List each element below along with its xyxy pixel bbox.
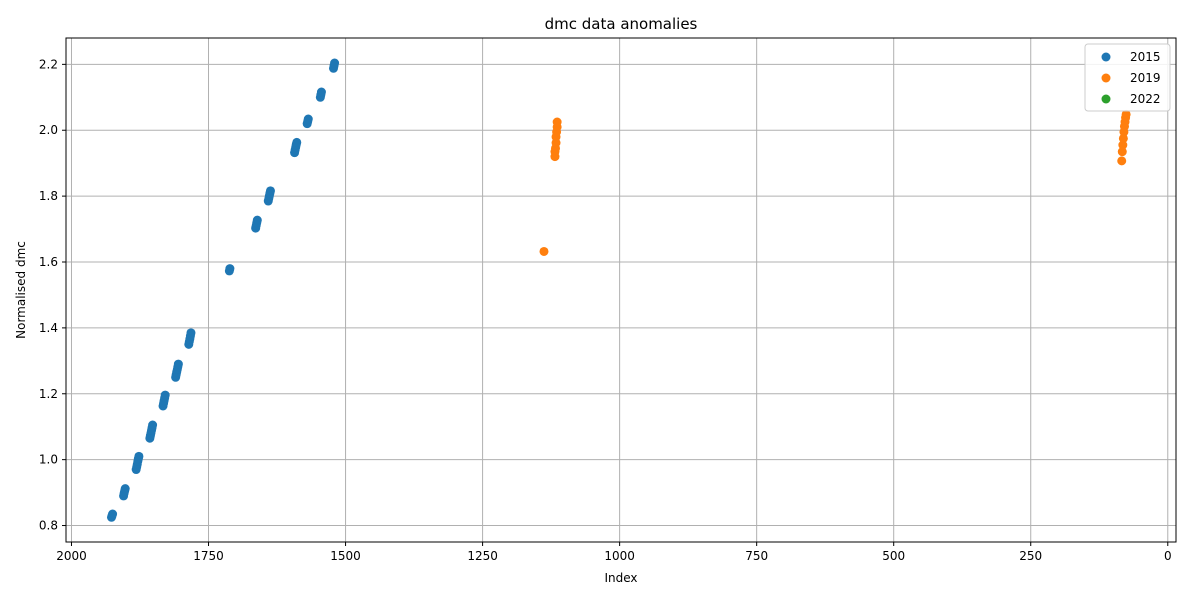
legend-marker-2015 bbox=[1101, 52, 1111, 62]
x-tick-label: 2000 bbox=[56, 549, 87, 563]
data-point-2015 bbox=[108, 509, 118, 519]
data-point-2015 bbox=[120, 484, 130, 494]
y-tick-label: 2.0 bbox=[39, 123, 58, 137]
data-point-2015 bbox=[330, 58, 340, 68]
y-tick-label: 1.4 bbox=[39, 321, 58, 335]
data-point-2019 bbox=[1117, 156, 1127, 166]
data-point-2015 bbox=[225, 264, 235, 274]
data-point-2019 bbox=[1117, 147, 1127, 157]
grid-lines bbox=[66, 38, 1176, 542]
data-point-2019 bbox=[539, 246, 549, 256]
data-point-2015 bbox=[134, 451, 144, 461]
x-tick-label: 500 bbox=[882, 549, 905, 563]
y-axis-label: Normalised dmc bbox=[14, 241, 28, 339]
y-tick-label: 1.8 bbox=[39, 189, 58, 203]
data-point-2015 bbox=[316, 87, 326, 97]
data-points bbox=[106, 58, 1131, 522]
data-point-2015 bbox=[160, 390, 170, 400]
x-tick-label: 1250 bbox=[467, 549, 498, 563]
legend-label-2022: 2022 bbox=[1130, 92, 1161, 106]
y-tick-label: 1.6 bbox=[39, 255, 58, 269]
data-point-2015 bbox=[265, 186, 275, 196]
data-point-2019 bbox=[1121, 109, 1131, 119]
data-point-2019 bbox=[1118, 140, 1128, 150]
y-axis-ticks: 0.8 1.0 1.2 1.4 1.6 1.8 2.0 2.2 bbox=[39, 57, 66, 533]
data-point-2019 bbox=[552, 117, 562, 127]
x-tick-label: 0 bbox=[1164, 549, 1172, 563]
x-tick-label: 1500 bbox=[330, 549, 361, 563]
x-tick-label: 1000 bbox=[604, 549, 635, 563]
x-axis-ticks: 2000 1750 1500 1250 1000 750 500 250 0 bbox=[56, 542, 1172, 563]
x-tick-label: 750 bbox=[745, 549, 768, 563]
data-point-2015 bbox=[252, 215, 262, 225]
x-tick-label: 250 bbox=[1019, 549, 1042, 563]
data-point-2015 bbox=[303, 114, 313, 124]
data-point-2015 bbox=[173, 359, 183, 369]
y-tick-label: 1.2 bbox=[39, 387, 58, 401]
y-tick-label: 0.8 bbox=[39, 519, 58, 533]
plot-area-frame bbox=[65, 37, 1177, 543]
legend: 2015 2019 2022 bbox=[1084, 43, 1171, 112]
chart-title: dmc data anomalies bbox=[545, 15, 698, 33]
legend-marker-2019 bbox=[1101, 73, 1111, 83]
y-tick-label: 2.2 bbox=[39, 57, 58, 71]
data-point-2019 bbox=[1118, 133, 1128, 143]
x-axis-label: Index bbox=[604, 571, 637, 585]
data-point-2015 bbox=[186, 328, 196, 338]
data-point-2015 bbox=[148, 420, 158, 430]
data-point-2015 bbox=[292, 137, 302, 147]
legend-marker-2022 bbox=[1101, 94, 1111, 104]
legend-label-2019: 2019 bbox=[1130, 71, 1161, 85]
y-tick-label: 1.0 bbox=[39, 453, 58, 467]
legend-label-2015: 2015 bbox=[1130, 50, 1161, 64]
x-tick-label: 1750 bbox=[193, 549, 224, 563]
